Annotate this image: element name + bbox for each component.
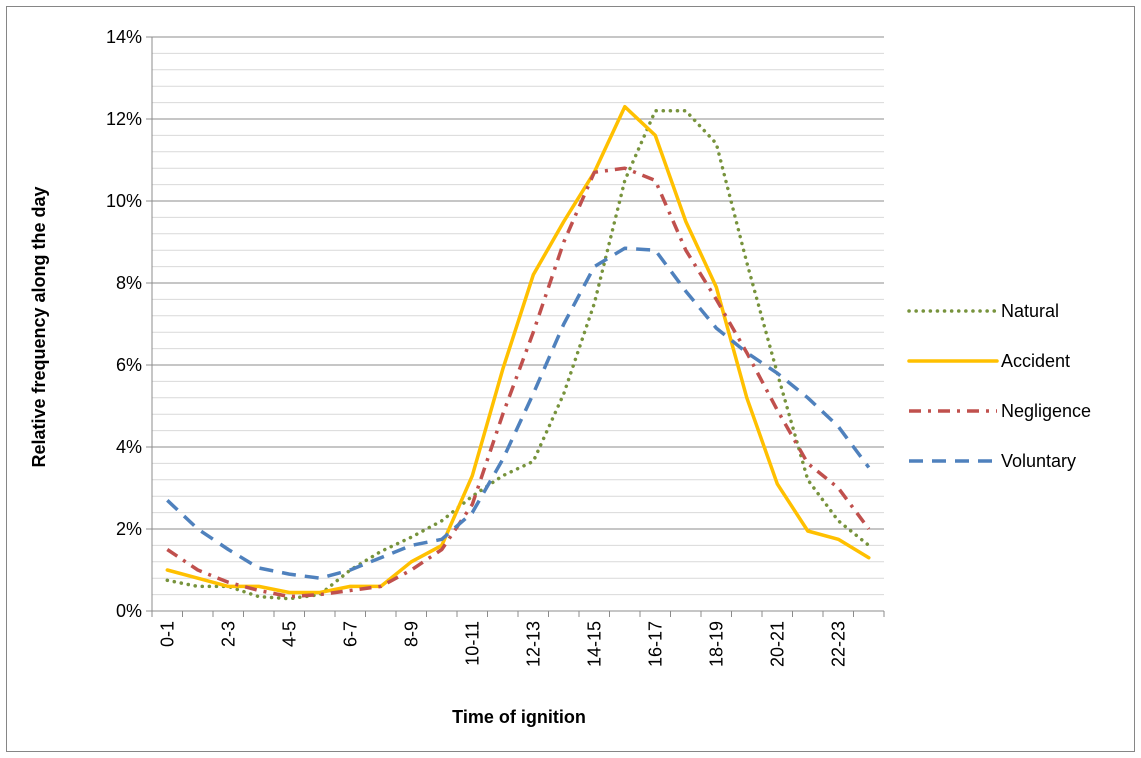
chart-axes bbox=[151, 37, 885, 617]
legend-label-accident: Accident bbox=[1001, 351, 1070, 371]
y-tick-label: 10% bbox=[106, 191, 142, 211]
x-tick-label: 4-5 bbox=[279, 621, 299, 647]
y-tick-label: 6% bbox=[116, 355, 142, 375]
x-tick-label: 16-17 bbox=[645, 621, 665, 667]
x-tick-label: 22-23 bbox=[828, 621, 848, 667]
y-tick-label: 2% bbox=[116, 519, 142, 539]
legend-label-natural: Natural bbox=[1001, 301, 1059, 321]
line-chart: 0% 2% 4% 6% 8% 10% 12% 14% 0-1 2-3 4-5 6-7 8-9 10-11… bbox=[29, 27, 1091, 727]
series-line-voluntary bbox=[166, 246, 871, 580]
x-tick-label: 18-19 bbox=[706, 621, 726, 667]
legend-label-negligence: Negligence bbox=[1001, 401, 1091, 421]
x-tick-label: 20-21 bbox=[767, 621, 787, 667]
x-tick-label: 10-11 bbox=[462, 621, 482, 666]
y-tick-labels: 0% 2% 4% 6% 8% 10% 12% 14% bbox=[106, 27, 142, 621]
y-axis-title: Relative frequency along the day bbox=[29, 186, 49, 467]
chart-frame: 0% 2% 4% 6% 8% 10% 12% 14% 0-1 2-3 4-5 6-7 8-9 10-11… bbox=[6, 6, 1135, 752]
x-tick-label: 12-13 bbox=[523, 621, 543, 667]
y-tick-label: 12% bbox=[106, 109, 142, 129]
x-tick-label: 0-1 bbox=[157, 621, 177, 647]
y-tick-label: 14% bbox=[106, 27, 142, 47]
series-line-natural bbox=[165, 109, 871, 601]
y-tick-label: 0% bbox=[116, 601, 142, 621]
x-tick-labels: 0-1 2-3 4-5 6-7 8-9 10-11 12-13 14-15 16-17 18-19… bbox=[157, 621, 848, 667]
x-tick-label: 6-7 bbox=[340, 621, 360, 647]
series-lines bbox=[165, 104, 871, 601]
series-line-negligence bbox=[166, 166, 871, 599]
x-tick-label: 2-3 bbox=[218, 621, 238, 647]
y-tick-label: 8% bbox=[116, 273, 142, 293]
legend: Natural Accident Negligence Voluntary bbox=[907, 301, 1091, 471]
x-axis-title: Time of ignition bbox=[452, 707, 586, 727]
x-tick-label: 8-9 bbox=[401, 621, 421, 647]
legend-label-voluntary: Voluntary bbox=[1001, 451, 1076, 471]
x-tick-label: 14-15 bbox=[584, 621, 604, 667]
y-tick-label: 4% bbox=[116, 437, 142, 457]
series-line-accident bbox=[165, 104, 871, 595]
chart-grid bbox=[146, 36, 884, 612]
